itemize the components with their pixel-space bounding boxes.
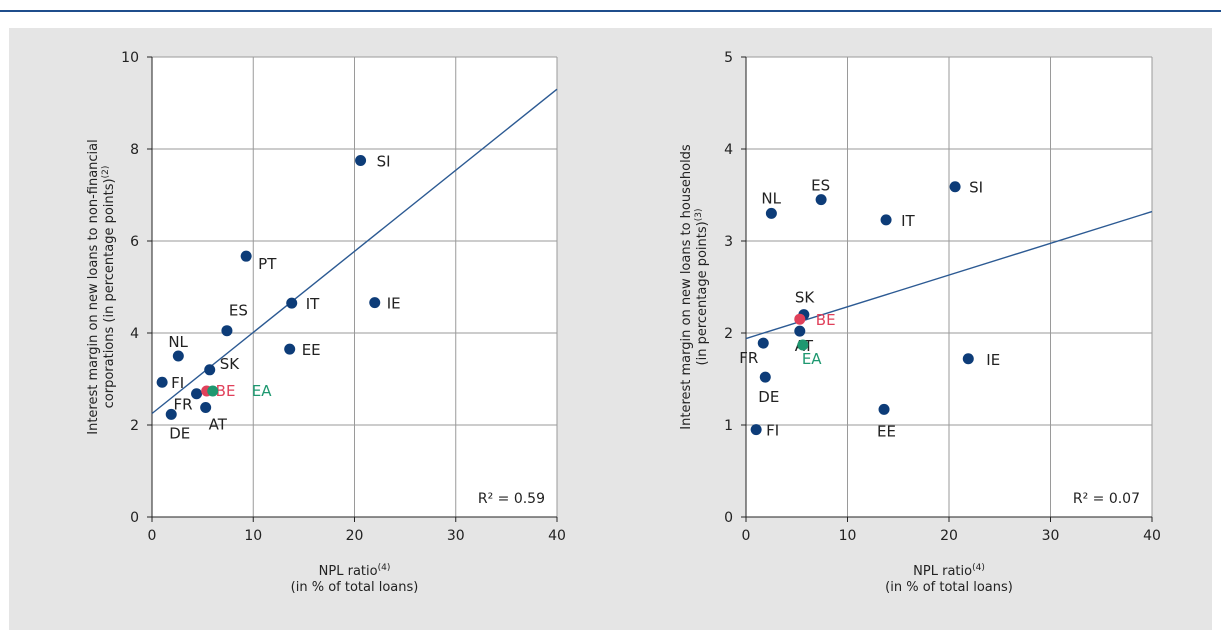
point-label-nl: NL (168, 333, 188, 351)
top-rule (0, 10, 1221, 12)
chart-1: 0 10 20 30 40 0 2 4 6 8 10 SI PT IT IE ES EE NL SK FI FR AT DE… (86, 50, 566, 595)
y-axis-title-line2: (in percentage points)(3) (694, 209, 710, 366)
point-label-at: AT (209, 416, 228, 434)
point-label-fr: FR (739, 349, 758, 367)
x-tick-label: 0 (148, 528, 157, 544)
point-ie (962, 353, 974, 365)
chart-2: 010203040012345SIESNLITSKATFRIEDEEEFIBEE… (679, 50, 1161, 595)
x-tick-label: 10 (839, 528, 857, 544)
point-label-ie: IE (387, 295, 401, 313)
x-axis-subtitle: (in % of total loans) (885, 580, 1013, 595)
point-be (794, 313, 806, 325)
x-axis-title: NPL ratio(4) (319, 563, 391, 579)
point-label-pt: PT (258, 255, 277, 273)
point-label-ee: EE (302, 341, 321, 359)
r-squared-label: R² = 0.07 (1073, 491, 1140, 507)
trend-line (151, 88, 558, 415)
y-tick-label: 8 (130, 142, 139, 158)
point-ee (284, 343, 296, 355)
x-tick-label: 40 (548, 528, 566, 544)
point-label-nl: NL (761, 189, 781, 207)
y-tick-label: 10 (121, 50, 139, 66)
y-axis-title-line1: Interest margin on new loans to non-fina… (86, 139, 101, 435)
y-tick-label: 4 (724, 142, 733, 158)
y-tick-label: 1 (724, 418, 733, 434)
point-es (221, 325, 233, 337)
point-label-es: ES (229, 302, 248, 320)
point-label-it: IT (901, 212, 915, 230)
point-es (815, 194, 827, 206)
x-tick-label: 30 (1042, 528, 1060, 544)
x-tick-label: 10 (244, 528, 262, 544)
point-label-es: ES (811, 177, 830, 195)
y-axis-title: Interest margin on new loans to househol… (679, 144, 710, 430)
point-pt (240, 250, 252, 262)
r-squared-label: R² = 0.59 (478, 491, 545, 507)
point-ie (369, 297, 381, 309)
point-label-be: BE (816, 311, 836, 329)
point-label-it: IT (306, 295, 320, 313)
y-axis-title: Interest margin on new loans to non-fina… (86, 139, 117, 435)
x-tick-label: 30 (447, 528, 465, 544)
point-label-ie: IE (986, 351, 1000, 369)
point-si (949, 181, 961, 193)
point-label-fi: FI (766, 422, 779, 440)
point-fr (191, 388, 203, 400)
x-axis-title: NPL ratio(4) (913, 563, 985, 579)
point-label-ea: EA (802, 350, 822, 368)
y-tick-label: 5 (724, 50, 733, 66)
point-at (794, 325, 806, 337)
point-fi (750, 424, 762, 436)
point-label-sk: SK (220, 355, 241, 373)
point-label-ee: EE (877, 422, 896, 440)
point-de (165, 408, 177, 420)
y-tick-label: 0 (130, 510, 139, 526)
point-si (355, 155, 367, 166)
point-nl (765, 207, 777, 219)
point-sk (204, 364, 216, 376)
point-label-de: DE (169, 424, 190, 442)
trend-line (745, 210, 1153, 340)
point-label-sk: SK (795, 289, 816, 307)
y-tick-label: 3 (724, 234, 733, 250)
point-it (880, 214, 892, 226)
point-label-be: BE (216, 382, 236, 400)
y-tick-label: 6 (130, 234, 139, 250)
x-tick-label: 0 (742, 528, 751, 544)
point-nl (172, 350, 184, 362)
y-axis-title-line1: Interest margin on new loans to househol… (679, 144, 694, 430)
point-label-si: SI (377, 153, 391, 171)
x-tick-label: 20 (346, 528, 364, 544)
y-tick-label: 2 (130, 418, 139, 434)
point-fr (757, 337, 769, 349)
point-de (759, 371, 771, 383)
y-tick-label: 0 (724, 510, 733, 526)
point-at (200, 402, 212, 414)
x-tick-label: 20 (940, 528, 958, 544)
point-label-si: SI (969, 179, 983, 197)
y-axis-title-line2: corporations (in percentage points)(2) (101, 166, 117, 409)
y-tick-label: 2 (724, 326, 733, 342)
point-ea (797, 339, 809, 351)
point-it (286, 297, 298, 309)
point-fi (156, 376, 168, 388)
x-axis-subtitle: (in % of total loans) (291, 580, 419, 595)
y-tick-label: 4 (130, 326, 139, 342)
point-label-fr: FR (174, 396, 193, 414)
x-tick-label: 40 (1143, 528, 1161, 544)
point-label-fi: FI (171, 374, 184, 392)
point-label-de: DE (758, 388, 779, 406)
point-ea (207, 385, 219, 397)
point-label-ea: EA (252, 382, 272, 400)
point-ee (878, 403, 890, 415)
